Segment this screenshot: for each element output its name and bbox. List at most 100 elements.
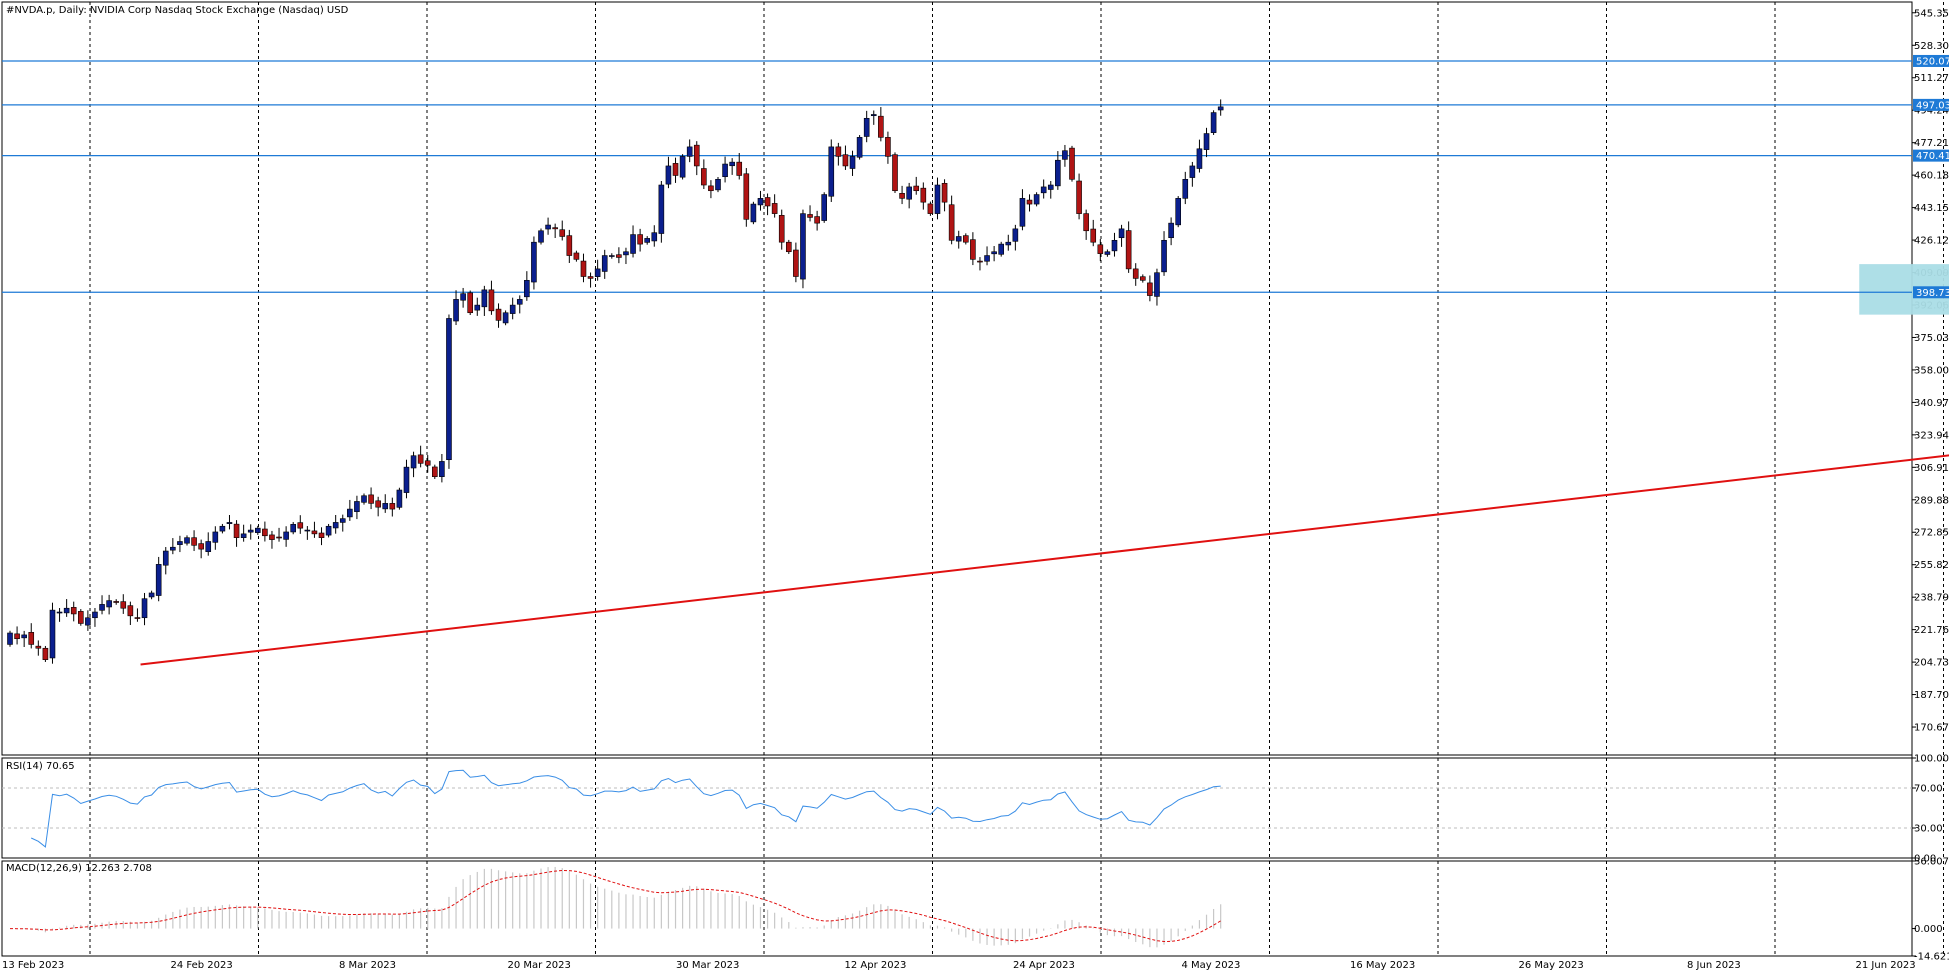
candle-body	[934, 184, 941, 214]
candle-body	[736, 161, 743, 176]
candle-body	[424, 460, 431, 466]
candle-body	[63, 607, 70, 614]
candle-body	[35, 645, 42, 649]
candle-body	[948, 204, 955, 241]
candle-body	[601, 255, 608, 272]
price-tick-label: 545.35	[1914, 8, 1949, 19]
candle-body	[693, 144, 700, 167]
rsi-tick-label: 0.00	[1914, 854, 1936, 865]
candle-body	[354, 501, 360, 512]
candle-body	[672, 163, 679, 176]
rsi-line	[30, 769, 1221, 848]
candle-body	[566, 235, 573, 256]
candle-body	[1132, 268, 1139, 279]
trend-line	[140, 454, 1949, 666]
candle-body	[1033, 194, 1040, 205]
candle-body	[1047, 184, 1054, 190]
candle-body	[1069, 147, 1075, 180]
price-level-tag	[1913, 286, 1949, 299]
candle-body	[863, 117, 870, 137]
candle-body	[49, 609, 56, 659]
candle-body	[665, 165, 672, 185]
candle-body	[1076, 180, 1082, 214]
price-level-label: 497.03	[1916, 100, 1949, 111]
candle-body	[347, 508, 353, 518]
price-tick-label: 272.85	[1914, 528, 1949, 539]
candle-body	[205, 541, 212, 552]
candle-body	[85, 617, 91, 626]
candle-body	[516, 299, 523, 305]
macd-tick-label: 36.007	[1914, 857, 1949, 868]
candle-body	[878, 115, 884, 138]
candle-body	[757, 198, 764, 206]
price-tick-label: 426.12	[1914, 236, 1949, 247]
panel-frame-3	[1, 860, 1913, 957]
date-tick-label: 16 May 2023	[1350, 960, 1415, 971]
candle-body	[1019, 198, 1026, 227]
candle-body	[339, 518, 346, 523]
price-tick-label: 238.79	[1914, 593, 1949, 604]
candle-body	[870, 114, 877, 117]
date-tick-label: 8 Jun 2023	[1687, 960, 1741, 971]
candle-body	[538, 230, 544, 243]
candle-body	[708, 185, 714, 192]
candle-body	[1055, 159, 1061, 187]
candle-body	[573, 252, 580, 260]
candle-body	[375, 500, 381, 508]
candle-body	[155, 564, 162, 596]
candle-body	[78, 611, 84, 624]
candle-body	[587, 276, 594, 279]
candle-body	[134, 617, 141, 619]
macd-tick-label: -14.621	[1914, 952, 1949, 963]
rsi-tick-label: 100.00	[1914, 754, 1949, 765]
candle-body	[991, 251, 997, 255]
candle-body	[552, 227, 558, 230]
candle-body	[170, 546, 176, 551]
candle-body	[262, 528, 268, 537]
rsi-label: RSI(14) 70.65	[6, 761, 75, 772]
candle-body	[616, 254, 622, 258]
price-tick-label: 460.18	[1914, 171, 1949, 182]
candle-body	[892, 154, 898, 192]
candle-body	[1217, 106, 1224, 111]
candle-body	[247, 529, 254, 533]
candle-body	[970, 239, 976, 260]
candle-body	[977, 260, 983, 263]
candle-body	[1118, 228, 1125, 239]
candle-body	[637, 234, 643, 245]
price-tick-label: 204.73	[1914, 658, 1949, 669]
candle-body	[1147, 282, 1153, 296]
price-tick-label: 375.03	[1914, 333, 1949, 344]
price-tick-label: 443.15	[1914, 203, 1949, 214]
candle-body	[311, 530, 318, 535]
candle-body	[920, 187, 927, 203]
candle-body	[21, 634, 27, 639]
candle-body	[297, 522, 304, 529]
date-tick-label: 24 Apr 2023	[1013, 960, 1075, 971]
candle-body	[955, 236, 962, 242]
candle-body	[162, 550, 169, 566]
price-tick-label: 494.24	[1914, 106, 1949, 117]
price-level-label: 398.73	[1916, 288, 1949, 299]
candle-body	[495, 308, 502, 321]
candle-body	[70, 607, 77, 615]
candle-body	[531, 241, 537, 283]
candle-body	[474, 304, 481, 311]
candle-body	[1175, 198, 1181, 226]
macd-signal-line	[9, 869, 1221, 943]
candle-body	[1196, 148, 1203, 169]
candle-body	[191, 537, 197, 546]
candle-body	[793, 249, 799, 277]
candle-body	[304, 529, 311, 532]
date-tick-label: 13 Feb 2023	[2, 960, 64, 971]
candle-body	[927, 203, 934, 214]
price-tick-label: 255.82	[1914, 560, 1949, 571]
candle-body	[771, 203, 778, 214]
candle-body	[842, 154, 849, 167]
candle-body	[502, 312, 509, 324]
candle-body	[800, 213, 806, 280]
candle-body	[1097, 244, 1104, 254]
candle-body	[594, 268, 601, 278]
candle-body	[255, 527, 261, 533]
candle-body	[679, 156, 686, 178]
